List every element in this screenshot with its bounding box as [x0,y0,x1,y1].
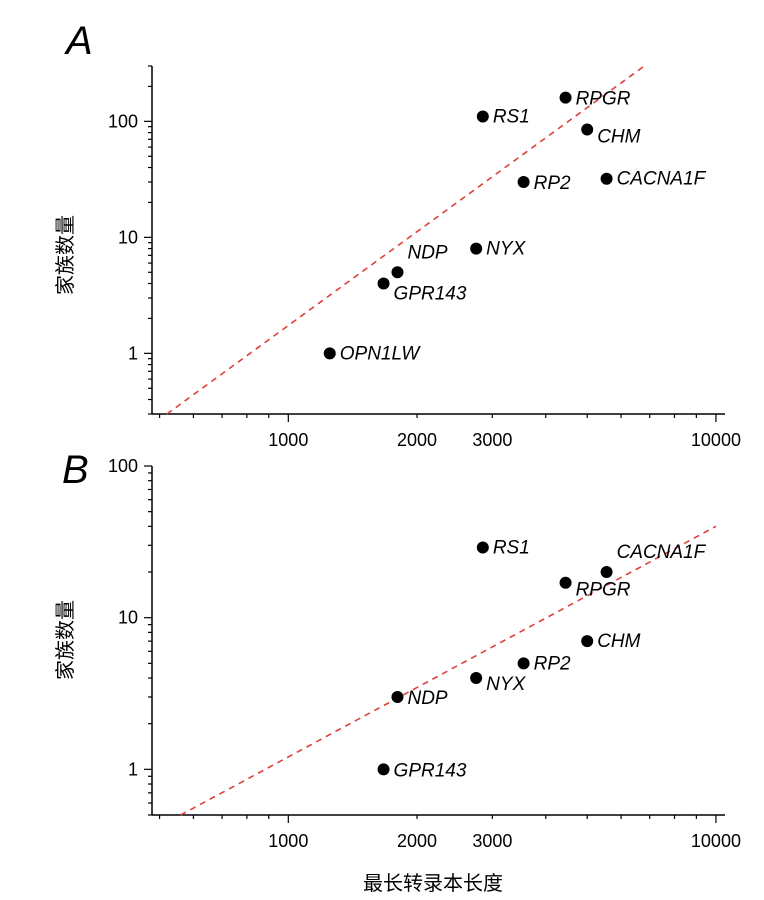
x-tick-label: 3000 [472,430,512,450]
data-point-cacna1f [600,172,613,185]
data-point-nyx [470,672,483,685]
data-label-rp2: RP2 [534,173,571,194]
panel-b-ylabel: 家族数量 [53,600,77,680]
data-point-nyx [470,242,483,255]
data-point-gpr143 [377,763,390,776]
data-point-rpgr [559,91,572,104]
data-label-chm: CHM [597,127,640,148]
data-label-gpr143: GPR143 [394,760,467,781]
x-tick-label: 1000 [268,430,308,450]
panel-a-letter: A [64,19,93,63]
data-label-gpr143: GPR143 [394,284,467,305]
data-point-chm [581,123,594,136]
data-point-opn1lw [323,347,336,360]
x-tick-label: 10000 [691,831,741,851]
y-tick-label: 10 [118,227,138,247]
x-tick-label: 2000 [397,831,437,851]
y-tick-label: 10 [118,608,138,628]
data-point-rp2 [517,657,530,670]
data-label-rs1: RS1 [493,107,530,128]
data-label-nyx: NYX [486,239,526,260]
data-point-rp2 [517,176,530,188]
data-label-nyx: NYX [486,674,526,695]
x-tick-label: 1000 [268,831,308,851]
data-label-rs1: RS1 [493,538,530,559]
data-label-rpgr: RPGR [576,580,631,601]
data-point-ndp [391,690,404,703]
data-point-chm [581,635,594,648]
x-tick-label: 3000 [472,831,512,851]
data-label-rp2: RP2 [534,653,571,674]
data-label-ndp: NDP [407,688,447,709]
y-tick-label: 1 [128,343,138,363]
data-point-ndp [391,266,404,279]
data-point-cacna1f [600,566,613,579]
panel-a: A 家族数量 1 10 100 1000 2000 3000 10000 OPN1LW GPR1… [53,19,741,450]
data-label-opn1lw: OPN1LW [340,343,422,364]
panel-b-letter: B [62,448,89,492]
data-label-ndp: NDP [407,242,447,263]
x-tick-label: 10000 [691,430,741,450]
x-tick-label: 2000 [397,430,437,450]
trend-line [180,525,717,816]
data-point-rpgr [559,576,572,589]
y-tick-label: 100 [108,456,138,476]
x-axis-title: 最长转录本长度 [363,871,503,895]
data-point-gpr143 [377,277,390,290]
y-tick-label: 1 [128,759,138,779]
y-tick-label: 100 [108,111,138,131]
data-point-rs1 [476,110,489,123]
data-label-cacna1f: CACNA1F [617,542,707,563]
data-label-cacna1f: CACNA1F [617,169,707,190]
panel-a-ylabel: 家族数量 [53,215,77,295]
panel-b: B 家族数量 1 10 100 1000 2000 3000 10000 GPR143 NDP N… [53,448,741,851]
data-label-rpgr: RPGR [576,89,631,110]
data-point-rs1 [476,541,489,554]
data-label-chm: CHM [597,631,640,652]
